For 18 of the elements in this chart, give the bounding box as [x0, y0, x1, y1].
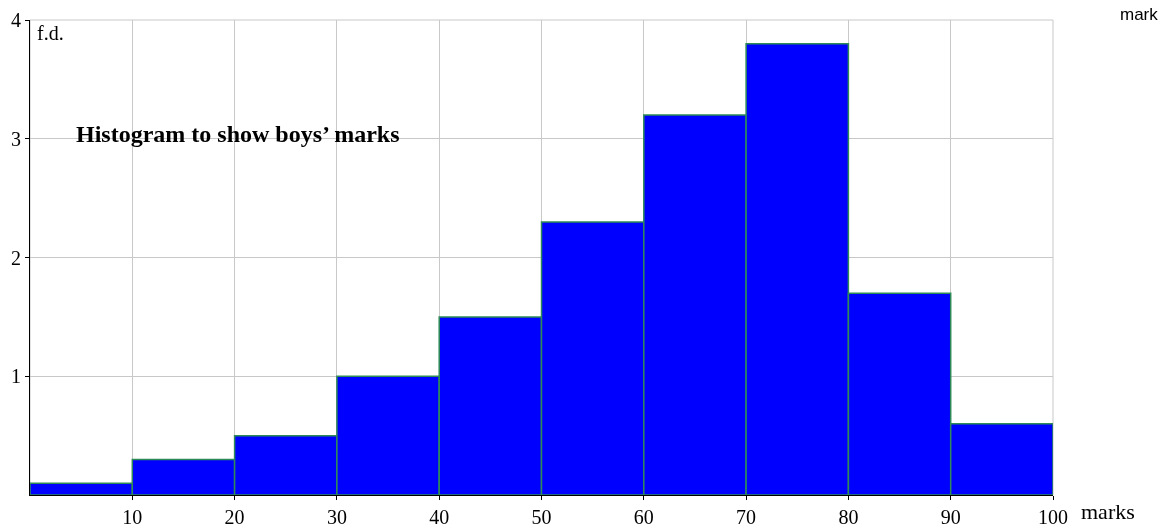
- x-tick-label: 100: [1038, 506, 1068, 528]
- y-tick-label: 4: [11, 9, 21, 31]
- x-tick-label: 70: [736, 506, 757, 528]
- x-tick-label: 50: [531, 506, 552, 528]
- text: Histogram to show boys’ marks: [76, 121, 400, 147]
- x-tick-label: 20: [224, 506, 245, 528]
- x-tick-label: 80: [838, 506, 859, 528]
- x-tick-label: 90: [940, 506, 961, 528]
- y-tick-label: 2: [11, 246, 21, 269]
- x-tick-label: 40: [429, 506, 450, 528]
- text: mark: [1120, 5, 1159, 24]
- y-axis-title: f.d.: [37, 22, 64, 44]
- x-tick-label: 60: [633, 506, 654, 528]
- x-tick-label: 10: [122, 506, 143, 528]
- y-tick-label: 1: [11, 365, 21, 388]
- y-tick-label: 3: [11, 127, 21, 150]
- x-tick-label: 30: [326, 506, 347, 528]
- x-axis-title: marks: [1081, 499, 1135, 524]
